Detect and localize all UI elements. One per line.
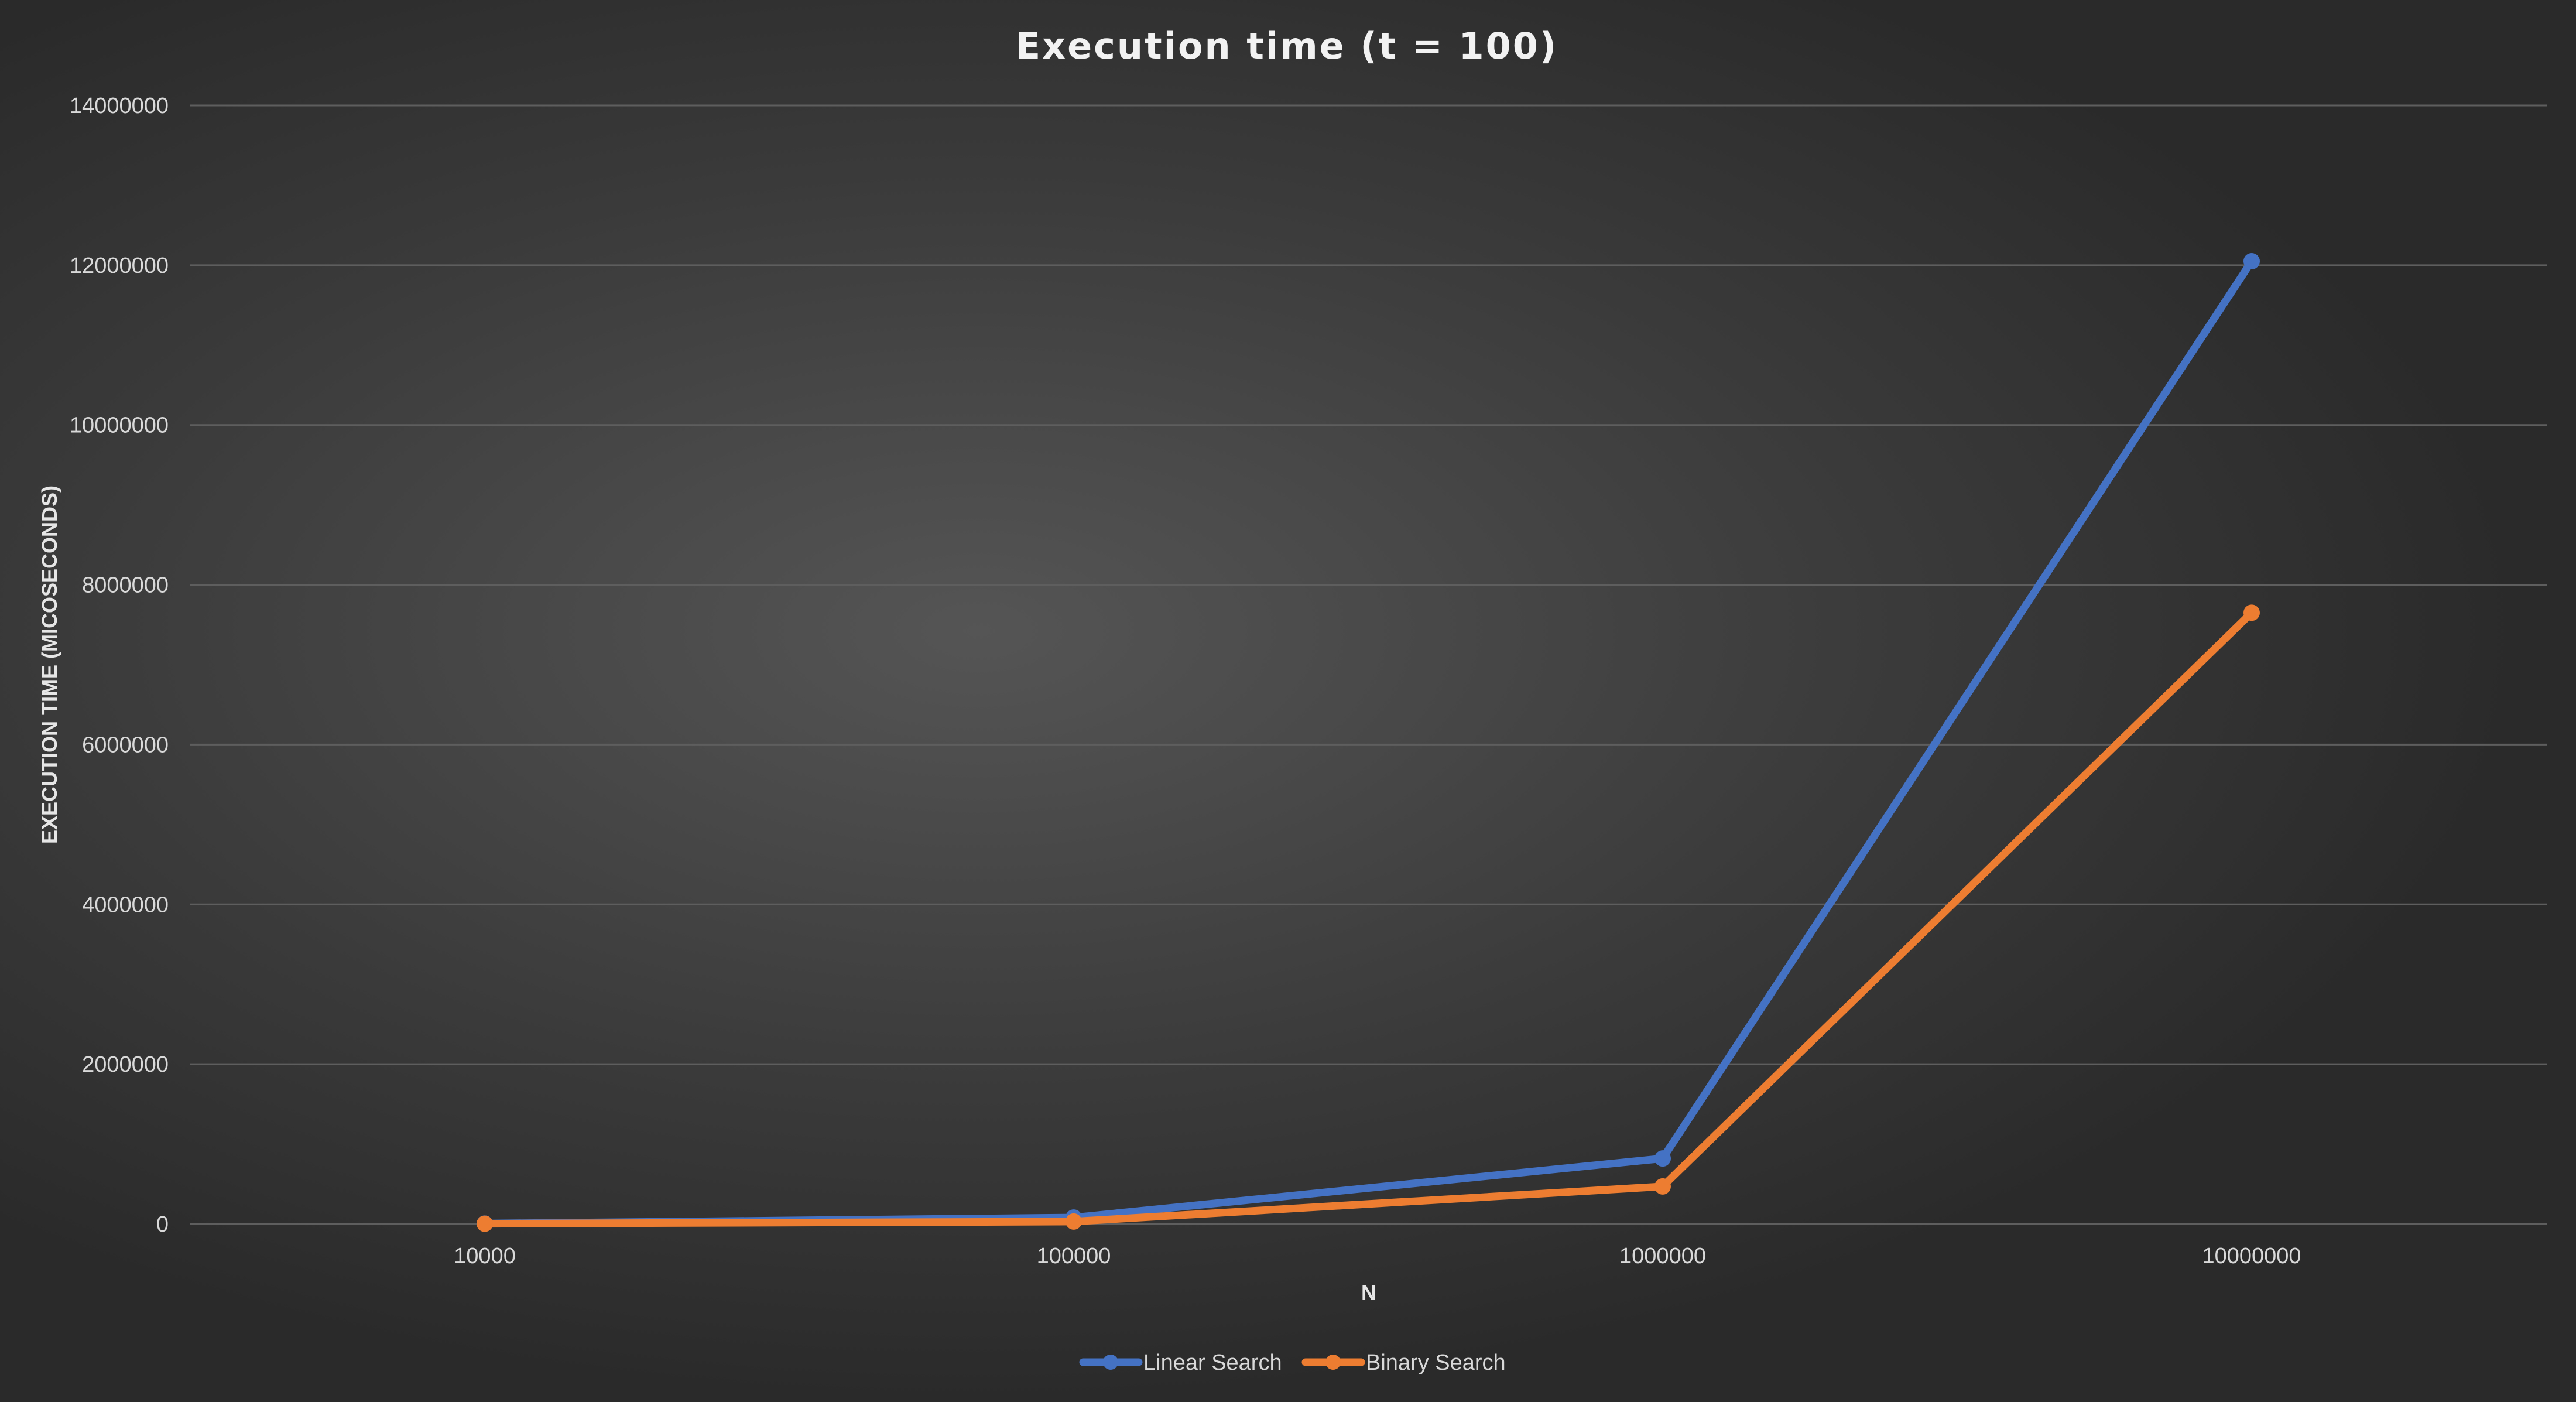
data-point-binary-search bbox=[2243, 604, 2260, 621]
legend: Linear Search Binary Search bbox=[1079, 1350, 1506, 1375]
y-tick-label: 6000000 bbox=[82, 733, 169, 757]
legend-label: Binary Search bbox=[1366, 1350, 1506, 1375]
legend-label: Linear Search bbox=[1143, 1350, 1282, 1375]
y-axis-title: EXECUTION TIME (MICOSECONDS) bbox=[37, 485, 61, 844]
data-point-linear-search bbox=[1654, 1150, 1671, 1167]
legend-item-binary-search: Binary Search bbox=[1301, 1350, 1506, 1375]
y-tick-label: 0 bbox=[156, 1212, 169, 1237]
y-axis-tick-labels: 0 2000000 4000000 6000000 8000000 10000000 120… bbox=[70, 94, 169, 1237]
y-tick-label: 8000000 bbox=[82, 573, 169, 598]
x-tick-label: 10000000 bbox=[2202, 1244, 2301, 1268]
y-tick-label: 14000000 bbox=[70, 94, 169, 118]
x-axis-title: N bbox=[1361, 1281, 1376, 1305]
y-tick-label: 12000000 bbox=[70, 254, 169, 278]
x-axis-tick-labels: 10000 100000 1000000 10000000 bbox=[454, 1244, 2301, 1268]
data-point-binary-search bbox=[1654, 1178, 1671, 1195]
x-tick-label: 10000 bbox=[454, 1244, 516, 1268]
legend-marker bbox=[1103, 1355, 1118, 1370]
gridlines bbox=[190, 104, 2547, 1225]
data-point-binary-search bbox=[1066, 1213, 1082, 1230]
series-layer bbox=[477, 253, 2260, 1232]
x-tick-label: 1000000 bbox=[1619, 1244, 1706, 1268]
legend-marker bbox=[1325, 1355, 1341, 1370]
y-tick-label: 4000000 bbox=[82, 893, 169, 917]
y-tick-label: 2000000 bbox=[82, 1052, 169, 1077]
chart-title: Execution time (t = 100) bbox=[1016, 25, 1558, 67]
y-tick-label: 10000000 bbox=[70, 413, 169, 438]
x-tick-label: 100000 bbox=[1037, 1244, 1111, 1268]
series-binary-search bbox=[477, 604, 2260, 1232]
legend-item-linear-search: Linear Search bbox=[1079, 1350, 1282, 1375]
data-point-binary-search bbox=[477, 1215, 493, 1232]
series-line-binary-search bbox=[481, 608, 2256, 1228]
series-line-linear-search bbox=[481, 257, 2256, 1227]
series-linear-search bbox=[477, 253, 2260, 1232]
data-point-linear-search bbox=[2243, 253, 2260, 270]
